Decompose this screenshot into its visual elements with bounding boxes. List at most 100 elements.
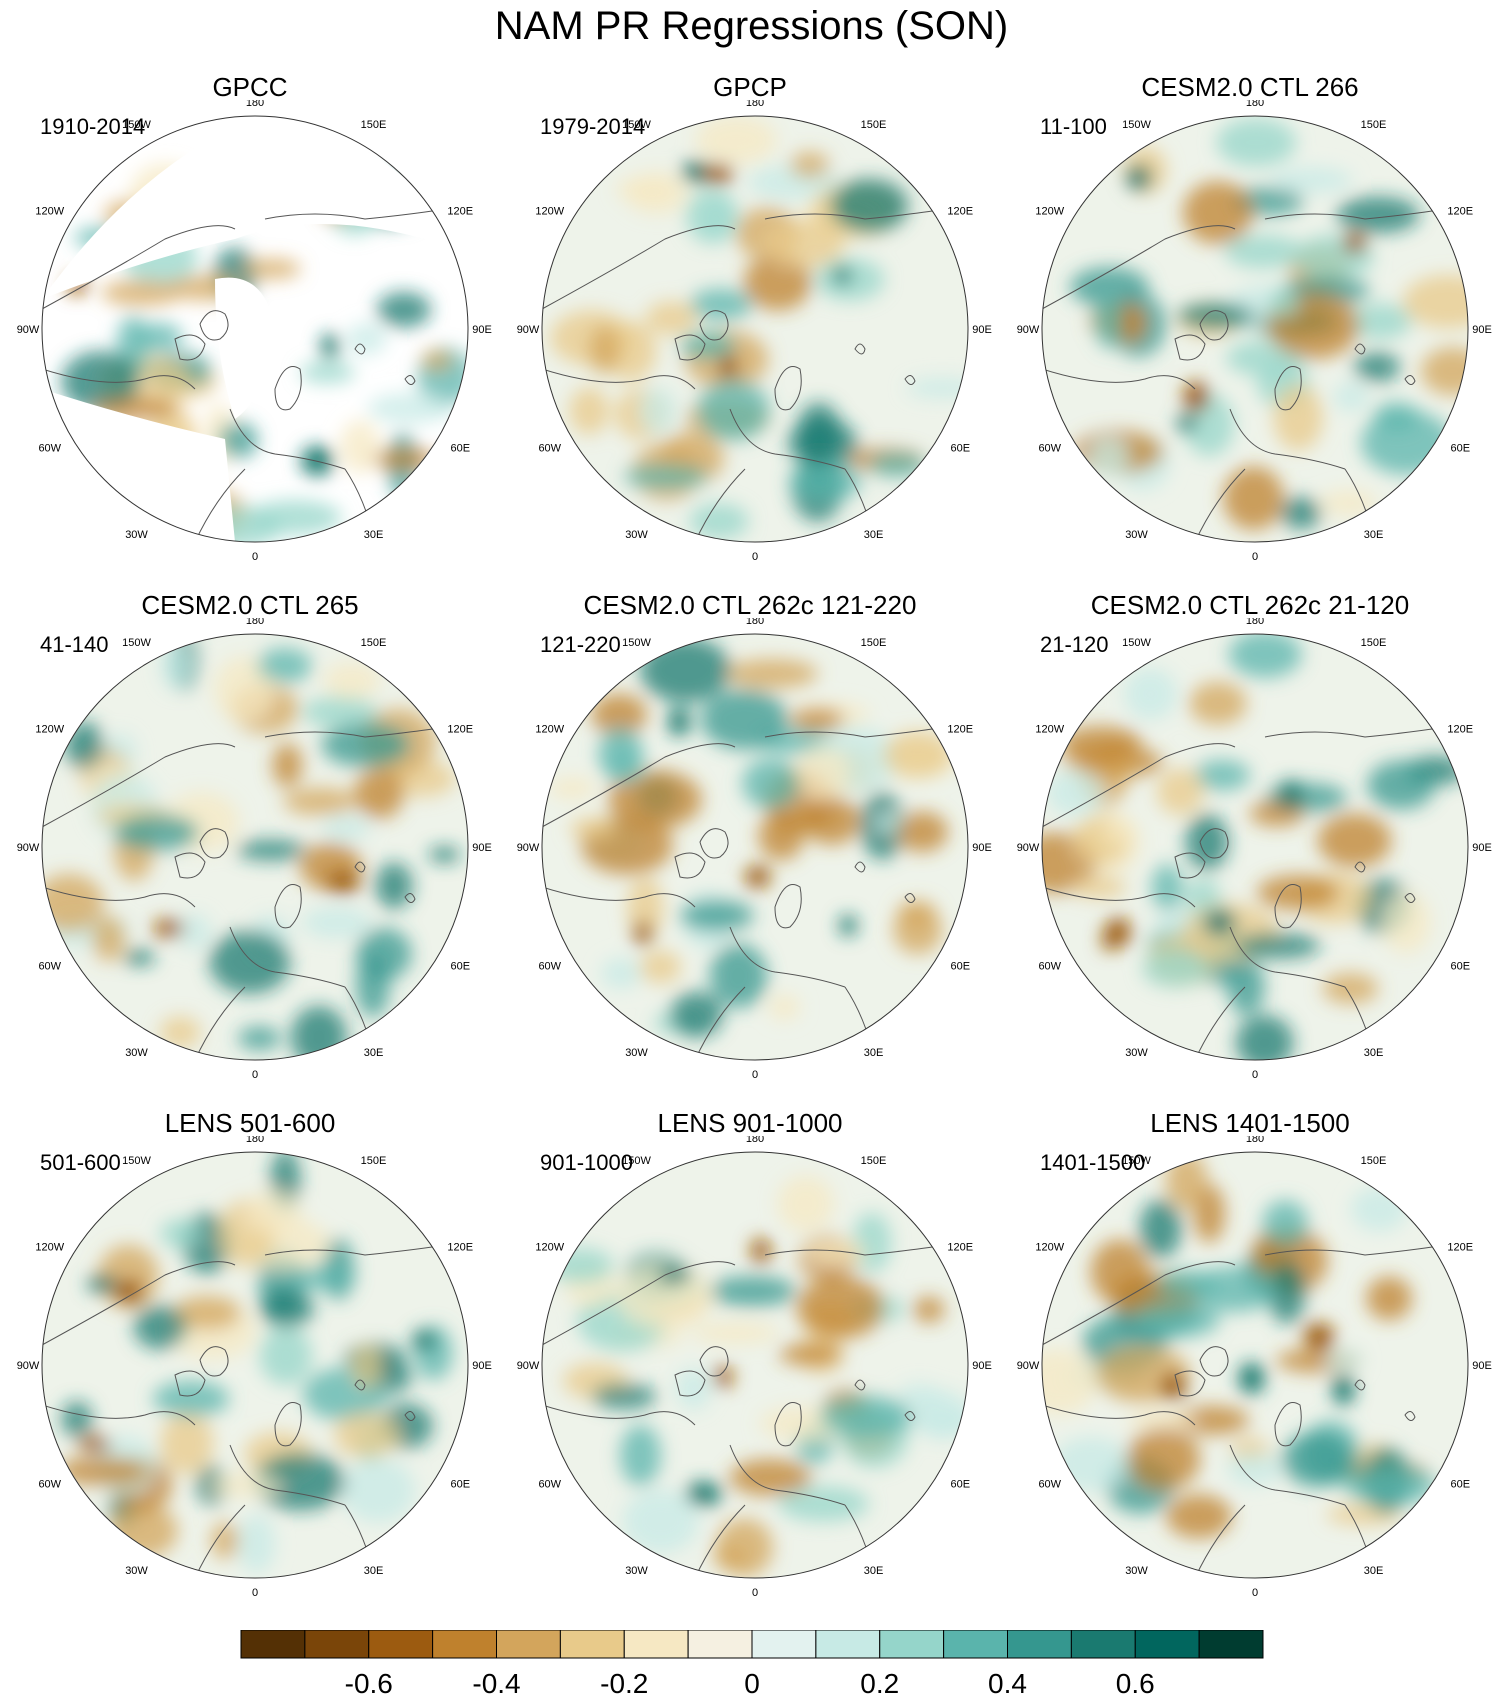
colorbar-swatch — [1198, 1630, 1264, 1659]
panel-title: LENS 1401-1500 — [1150, 1108, 1350, 1138]
longitude-label: 180 — [746, 618, 764, 627]
longitude-label: 120E — [1447, 724, 1473, 736]
longitude-label: 150E — [361, 637, 387, 649]
longitude-label: 90E — [972, 1360, 992, 1372]
longitude-label: 120W — [1035, 206, 1064, 218]
colorbar-swatch — [559, 1630, 625, 1659]
longitude-label: 90E — [1472, 1360, 1492, 1372]
longitude-label: 30W — [625, 1565, 648, 1577]
longitude-label: 60W — [38, 961, 61, 973]
longitude-label: 120E — [1447, 206, 1473, 218]
longitude-label: 90W — [1017, 1360, 1040, 1372]
figure-title: NAM PR Regressions (SON) — [494, 4, 1009, 48]
colorbar-swatch — [1070, 1630, 1136, 1659]
map-panel: CESM2.0 CTL 266 180 150E 120E 90E 60E 30E 0 30W 6… — [1000, 72, 1500, 572]
longitude-label: 180 — [246, 618, 264, 627]
longitude-label: 150E — [361, 1155, 387, 1167]
colorbar-swatch — [368, 1630, 434, 1659]
coastlines — [542, 1244, 946, 1578]
colorbar-swatch — [1134, 1630, 1200, 1659]
longitude-label: 180 — [1246, 1136, 1264, 1145]
map-border — [1041, 115, 1469, 543]
colorbar-swatch — [432, 1630, 497, 1659]
longitude-label: 60W — [538, 443, 561, 455]
colorbar-swatch — [1007, 1630, 1072, 1659]
longitude-label: 120E — [447, 206, 473, 218]
longitude-label: 120W — [535, 724, 564, 736]
map-border — [41, 115, 469, 543]
map-background — [1042, 634, 1468, 1060]
longitude-label: 90W — [17, 324, 40, 336]
longitude-label: 60E — [950, 443, 970, 455]
panel-period: 11-100 — [1040, 114, 1107, 139]
panel-title: LENS 501-600 — [164, 1108, 336, 1138]
colorbar-tick-label: -0.6 — [344, 1668, 393, 1699]
longitude-label: 120E — [947, 724, 973, 736]
panel-period: 1401-1500 — [1040, 1150, 1146, 1175]
longitude-label: 180 — [1246, 100, 1264, 109]
longitude-label: 90W — [1017, 324, 1040, 336]
map-border — [1041, 1151, 1469, 1579]
longitude-label: 30W — [125, 529, 148, 541]
longitude-label: 150W — [1122, 1155, 1151, 1167]
longitude-label: 0 — [1252, 1069, 1258, 1081]
longitude-label: 120W — [535, 206, 564, 218]
longitude-label: 90E — [472, 842, 492, 854]
panel-period: 501-600 — [40, 1150, 121, 1175]
colorbar-tick-label: 0.6 — [1115, 1668, 1155, 1699]
map-panel: LENS 901-1000 180 150E 120E 90E 60E 30E 0 30W 60W… — [500, 1108, 1000, 1608]
colorbar-swatch — [496, 1630, 561, 1659]
coastlines — [1042, 726, 1446, 1060]
longitude-label: 60E — [450, 443, 470, 455]
panel-period: 41-140 — [40, 632, 109, 657]
panel-period: 121-220 — [540, 632, 621, 657]
map-panel: GPCP 180 150E 120E 90E 60E 30E 0 30W 60W 90W 120W 15… — [500, 72, 1000, 572]
colorbar-swatch — [687, 1630, 753, 1659]
longitude-label: 120E — [447, 1242, 473, 1254]
longitude-label: 120E — [947, 206, 973, 218]
map-border — [541, 115, 969, 543]
longitude-label: 150E — [1361, 1155, 1387, 1167]
longitude-label: 60E — [450, 961, 470, 973]
longitude-label: 60E — [1450, 1479, 1470, 1491]
longitude-label: 60W — [38, 443, 61, 455]
longitude-label: 30W — [125, 1047, 148, 1059]
longitude-label: 30W — [125, 1565, 148, 1577]
longitude-label: 120W — [35, 724, 64, 736]
longitude-label: 120W — [535, 1242, 564, 1254]
longitude-label: 30W — [1125, 529, 1148, 541]
longitude-label: 60W — [1038, 443, 1061, 455]
longitude-label: 180 — [746, 1136, 764, 1145]
longitude-label: 90W — [1017, 842, 1040, 854]
coastlines — [1042, 1244, 1446, 1578]
longitude-label: 150W — [122, 1155, 151, 1167]
colorbar-tick-label: -0.4 — [472, 1668, 521, 1699]
map-border — [541, 1151, 969, 1579]
longitude-label: 0 — [252, 1587, 258, 1599]
longitude-label: 90E — [972, 842, 992, 854]
longitude-label: 30W — [1125, 1565, 1148, 1577]
longitude-label: 150E — [861, 1155, 887, 1167]
map-border — [41, 633, 469, 1061]
longitude-label: 150E — [1361, 637, 1387, 649]
colorbar-tick-label: 0.2 — [860, 1668, 900, 1699]
map-border — [41, 1151, 469, 1579]
coastlines — [42, 726, 446, 1060]
map-border — [541, 633, 969, 1061]
longitude-label: 90W — [517, 842, 540, 854]
longitude-label: 90W — [17, 1360, 40, 1372]
longitude-label: 60W — [1038, 1479, 1061, 1491]
longitude-label: 30W — [1125, 1047, 1148, 1059]
map-panel: GPCC 180 150E 120E 90E 60E 30E 0 30W 60W 90W 120W 15… — [0, 72, 500, 572]
longitude-label: 120W — [1035, 724, 1064, 736]
colorbar-swatch — [304, 1630, 370, 1659]
longitude-label: 60E — [1450, 443, 1470, 455]
longitude-label: 60E — [950, 961, 970, 973]
polar-map: 180 150E 120E 90E 60E 30E 0 30W 60W 90W 120W 150W — [17, 618, 492, 1081]
map-panel: CESM2.0 CTL 262c 121-220 180 150E 120E 90E 60… — [500, 590, 1000, 1090]
longitude-label: 150W — [122, 637, 151, 649]
longitude-label: 60W — [38, 1479, 61, 1491]
panel-period: 901-1000 — [540, 1150, 633, 1175]
longitude-label: 30W — [625, 529, 648, 541]
polar-map: 180 150E 120E 90E 60E 30E 0 30W 60W 90W 120W 150W — [517, 1136, 992, 1599]
